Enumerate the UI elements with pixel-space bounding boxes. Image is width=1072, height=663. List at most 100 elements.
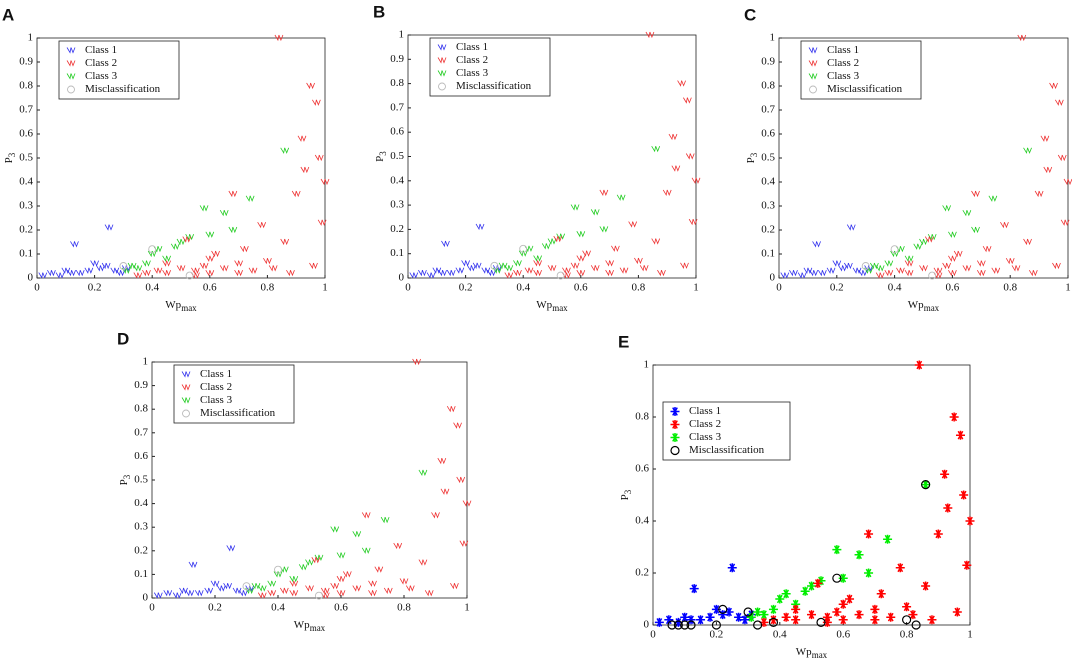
x-tick-label: 0.8 <box>261 282 275 294</box>
star-marker <box>759 610 769 620</box>
panel-label: A <box>2 5 14 24</box>
check-marker <box>556 233 566 240</box>
check-marker <box>205 255 215 262</box>
check-marker <box>462 500 472 507</box>
check-marker <box>176 238 186 246</box>
y-tick-label: 0.9 <box>134 379 148 391</box>
check-marker <box>971 190 980 198</box>
star-marker <box>696 615 706 625</box>
check-marker <box>216 585 226 592</box>
check-marker <box>590 265 600 272</box>
x-axis-label: Wpmax <box>536 299 568 314</box>
star-marker <box>740 615 750 625</box>
x-tick-label: 0.4 <box>516 282 530 294</box>
check-marker <box>651 146 661 153</box>
misclassification-marker <box>816 617 826 628</box>
check-marker <box>352 531 362 538</box>
misclassification-marker <box>901 615 912 625</box>
y-tick-label: 0.5 <box>134 474 148 486</box>
x-tick-label: 0 <box>650 629 656 641</box>
y-axis-label-main: P <box>118 479 130 485</box>
check-marker <box>904 260 914 267</box>
y-tick-label: 0.9 <box>761 56 775 68</box>
legend-label: Class 2 <box>200 381 232 393</box>
star-marker <box>822 612 832 622</box>
misclassification-marker <box>673 620 683 630</box>
star-marker <box>870 604 880 614</box>
misclassification-marker <box>667 620 677 630</box>
y-tick-label: 0 <box>399 272 405 284</box>
y-axis-label-sub: 3 <box>749 152 759 157</box>
check-marker <box>812 241 821 248</box>
star-marker <box>927 615 937 625</box>
star-marker <box>864 529 874 539</box>
y-tick-label: 0.3 <box>134 521 148 533</box>
y-axis-label-main: P <box>374 156 386 162</box>
check-marker <box>251 582 261 590</box>
y-axis-label-main: P <box>3 157 15 163</box>
misclassification-marker <box>490 261 499 270</box>
y-tick-label: 0.5 <box>390 150 404 162</box>
check-marker <box>280 147 290 154</box>
check-marker <box>858 269 868 277</box>
check-marker <box>191 267 200 274</box>
y-axis-label: P3 <box>118 474 133 485</box>
check-marker <box>289 575 299 583</box>
check-marker <box>657 269 666 277</box>
check-marker <box>472 262 482 269</box>
check-marker <box>90 260 99 267</box>
check-marker <box>179 587 188 595</box>
check-marker <box>380 516 390 524</box>
check-marker <box>671 165 681 172</box>
star-marker <box>718 610 728 620</box>
x-tick-label: 0.8 <box>632 282 646 294</box>
check-marker <box>368 590 377 597</box>
x-tick-label: 0.4 <box>888 282 902 294</box>
legend-label: Class 1 <box>200 368 232 380</box>
check-marker <box>170 243 180 250</box>
check-marker <box>562 272 571 279</box>
check-marker <box>875 272 885 279</box>
y-tick-label: 0.6 <box>761 128 775 140</box>
star-marker <box>807 610 816 620</box>
misclassification-marker <box>718 604 728 615</box>
y-tick-label: 0.4 <box>390 174 404 186</box>
check-marker <box>232 587 242 595</box>
check-marker <box>1023 147 1032 154</box>
check-marker <box>668 133 678 141</box>
check-marker <box>66 47 76 54</box>
check-marker <box>374 566 384 573</box>
star-marker <box>921 581 931 591</box>
star-marker <box>781 612 791 622</box>
check-marker <box>67 269 76 277</box>
check-marker <box>590 209 600 216</box>
star-marker <box>768 615 778 625</box>
check-marker <box>904 255 914 262</box>
check-marker <box>991 267 1001 274</box>
y-tick-label: 1 <box>770 32 776 44</box>
check-marker <box>677 80 686 87</box>
check-marker <box>797 272 807 279</box>
check-marker <box>440 488 450 495</box>
check-marker <box>104 224 114 231</box>
check-marker <box>181 384 191 391</box>
check-marker <box>1040 135 1050 142</box>
star-marker <box>711 604 721 614</box>
check-marker <box>976 269 986 277</box>
misclassification-marker <box>928 271 937 280</box>
misclassification-marker <box>556 271 565 280</box>
star-marker <box>883 534 893 544</box>
star-marker <box>895 563 905 573</box>
check-marker <box>504 272 514 279</box>
star-marker <box>664 615 674 625</box>
check-marker <box>524 245 534 252</box>
y-axis-label: P3 <box>745 152 760 163</box>
y-tick-label: 0.8 <box>134 403 148 415</box>
check-marker <box>459 540 469 547</box>
x-axis-label: Wpmax <box>294 619 326 634</box>
check-marker <box>181 371 191 378</box>
check-marker <box>204 587 214 595</box>
check-marker <box>101 262 111 270</box>
check-marker <box>311 557 321 564</box>
x-tick-label: 0.6 <box>334 602 348 614</box>
